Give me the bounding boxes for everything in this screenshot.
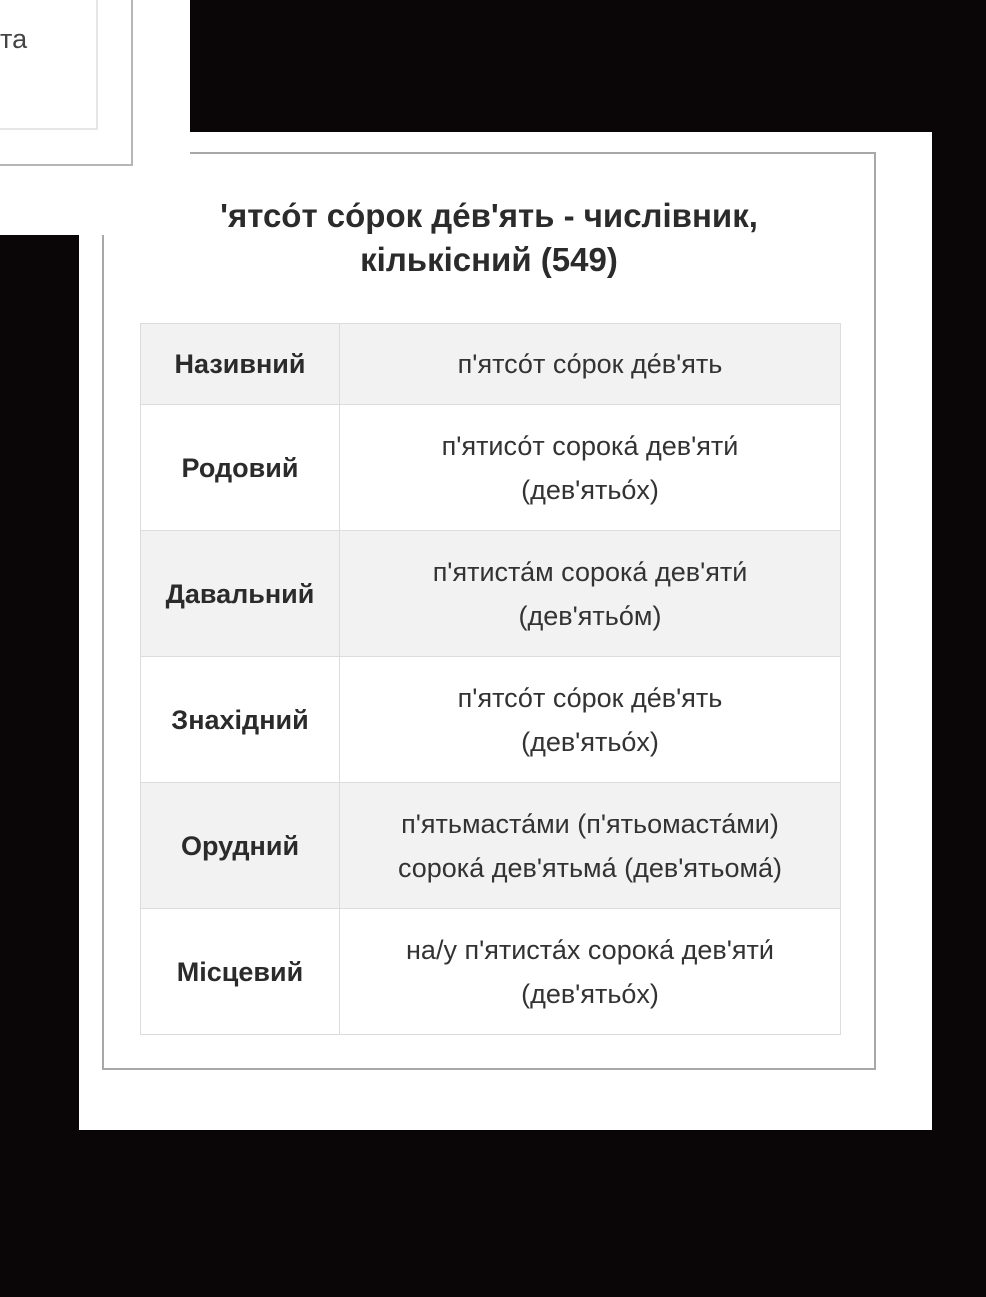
case-form: п'ятсо́т со́рок де́в'ять (дев'ятьо́х) xyxy=(339,656,841,783)
case-name: Давальний xyxy=(140,530,340,657)
document-page: 'ятсо́т со́рок де́в'ять - числівник, кіл… xyxy=(79,132,932,1130)
case-name: Орудний xyxy=(140,782,340,909)
title-line-1: 'ятсо́т со́рок де́в'ять - числівник, xyxy=(220,197,758,234)
table-row: Місцевий на/у п'ятиста́х сорока́ дев'яти… xyxy=(140,908,841,1035)
fragment-text: та xyxy=(0,24,28,54)
form-line: п'ятьмаста́ми (п'ятьомаста́ми) xyxy=(401,808,779,839)
table-row: Родовий п'ятисо́т сорока́ дев'яти́ (дев'я… xyxy=(140,404,841,531)
form-line: сорока́ дев'ятьма́ (дев'ятьома́) xyxy=(397,852,783,883)
form-line: на/у п'ятиста́х сорока́ дев'яти́ xyxy=(406,934,774,965)
case-name: Місцевий xyxy=(140,908,340,1035)
table-row: Знахідний п'ятсо́т со́рок де́в'ять (дев'я… xyxy=(140,656,841,783)
overlay-screenshot-fragment: та xyxy=(0,0,190,235)
form-line: (дев'ятьо́х) xyxy=(521,474,659,505)
table-row: Називний п'ятсо́т со́рок де́в'ять xyxy=(140,323,841,405)
table-row: Давальний п'ятиста́м сорока́ дев'яти́ (де… xyxy=(140,530,841,657)
case-name: Родовий xyxy=(140,404,340,531)
card-title: 'ятсо́т со́рок де́в'ять - числівник, кіл… xyxy=(104,194,874,282)
case-name: Знахідний xyxy=(140,656,340,783)
form-line: п'ятсо́т со́рок де́в'ять xyxy=(457,349,723,379)
declension-table: Називний п'ятсо́т со́рок де́в'ять Родови… xyxy=(140,323,841,1035)
form-line: (дев'ятьо́х) xyxy=(521,726,659,757)
fragment-outer-border xyxy=(0,0,133,166)
form-line: (дев'ятьо́х) xyxy=(521,978,659,1009)
title-line-2: кількісний (549) xyxy=(360,241,618,278)
declension-card: 'ятсо́т со́рок де́в'ять - числівник, кіл… xyxy=(102,152,876,1070)
form-line: (дев'ятьо́м) xyxy=(518,600,662,631)
table-row: Орудний п'ятьмаста́ми (п'ятьомаста́ми) со… xyxy=(140,782,841,909)
case-form: п'ятсо́т со́рок де́в'ять xyxy=(339,323,841,405)
form-line: п'ятсо́т со́рок де́в'ять xyxy=(457,682,723,713)
case-form: на/у п'ятиста́х сорока́ дев'яти́ (дев'ять… xyxy=(339,908,841,1035)
case-form: п'ятиста́м сорока́ дев'яти́ (дев'ятьо́м) xyxy=(339,530,841,657)
case-form: п'ятисо́т сорока́ дев'яти́ (дев'ятьо́х) xyxy=(339,404,841,531)
form-line: п'ятисо́т сорока́ дев'яти́ xyxy=(441,430,739,461)
fragment-inner-border xyxy=(0,0,98,130)
form-line: п'ятиста́м сорока́ дев'яти́ xyxy=(432,556,748,587)
case-form: п'ятьмаста́ми (п'ятьомаста́ми) сорока́ де… xyxy=(339,782,841,909)
case-name: Називний xyxy=(140,323,340,405)
